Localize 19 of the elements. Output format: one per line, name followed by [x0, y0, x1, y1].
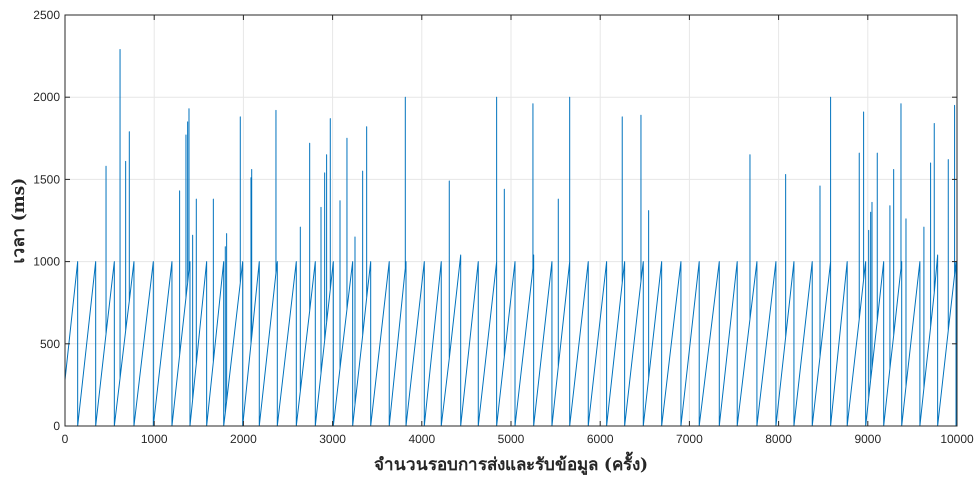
y-tick-label: 500	[40, 336, 60, 351]
x-tick-label: 10000	[940, 432, 974, 446]
x-tick-label: 0	[62, 432, 69, 446]
y-axis-title: เวลา (ms)	[9, 178, 29, 264]
y-tick-label: 0	[53, 419, 60, 433]
y-tick-label: 2500	[33, 8, 60, 22]
x-tick-label: 6000	[586, 432, 614, 446]
y-tick-label: 1500	[33, 172, 60, 186]
y-tick-label: 2000	[33, 90, 60, 104]
x-tick-label: 8000	[765, 432, 792, 446]
x-tick-label: 1000	[140, 432, 168, 446]
x-tick-label: 3000	[319, 432, 346, 446]
x-axis-title: จำนวนรอบการส่งและรับข้อมูล (ครั้ง)	[374, 451, 648, 476]
x-tick-label: 2000	[230, 432, 258, 446]
x-tick-label: 4000	[408, 432, 436, 446]
x-tick-label: 5000	[498, 432, 525, 446]
y-tick-label: 1000	[33, 254, 60, 269]
x-tick-label: 9000	[854, 432, 882, 446]
x-tick-label: 7000	[676, 432, 704, 446]
